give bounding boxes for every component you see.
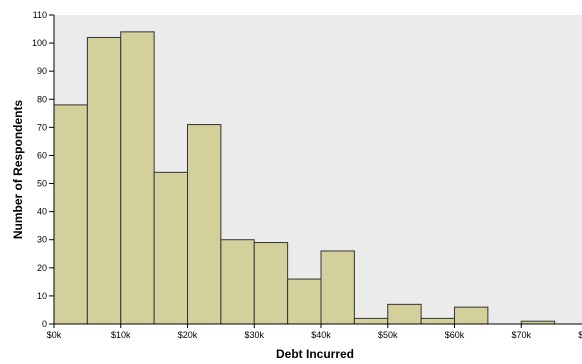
y-tick-label: 110 — [33, 10, 47, 20]
y-tick-label: 70 — [37, 122, 47, 132]
histogram-bar — [86, 36, 122, 325]
histogram-bar — [187, 124, 222, 325]
y-tick-label: 60 — [37, 150, 47, 160]
histogram-bar — [220, 239, 255, 325]
x-tick-label: $80k — [578, 330, 582, 340]
x-tick-label: $70k — [511, 330, 531, 340]
y-tick-label: 30 — [37, 235, 47, 245]
x-tick-label: $50k — [378, 330, 398, 340]
histogram-bar — [387, 303, 422, 325]
histogram-bar — [353, 317, 389, 325]
x-axis-title: Debt Incurred — [276, 347, 354, 361]
histogram-bar — [320, 250, 355, 325]
histogram-bar — [53, 104, 88, 325]
histogram-bar — [420, 317, 455, 325]
x-tick-label: $30k — [244, 330, 264, 340]
y-tick-label: 0 — [42, 319, 47, 329]
y-tick-label: 10 — [37, 291, 47, 301]
x-axis: $0k $10k $20k $30k $40k $50k $60k $70k $80k — [47, 323, 582, 340]
histogram-bar — [287, 278, 322, 325]
x-tick-label: $40k — [311, 330, 331, 340]
y-axis-title: Number of Respondents — [11, 100, 25, 240]
y-axis: 0 10 20 30 40 50 60 70 80 90 100 110 — [32, 10, 55, 329]
y-tick-label: 50 — [37, 179, 47, 189]
x-tick-label: $60k — [445, 330, 465, 340]
x-tick-label: $0k — [47, 330, 62, 340]
histogram-bar — [253, 242, 289, 325]
y-tick-label: 90 — [37, 66, 47, 76]
y-tick-label: 100 — [32, 38, 47, 48]
bars-group — [53, 31, 556, 325]
y-tick-label: 80 — [37, 94, 47, 104]
y-tick-label: 40 — [37, 207, 47, 217]
histogram-bar — [454, 306, 489, 325]
histogram-bar — [153, 171, 188, 325]
histogram-bar — [120, 31, 155, 325]
y-tick-label: 20 — [37, 263, 47, 273]
x-tick-label: $10k — [111, 330, 131, 340]
x-tick-label: $20k — [178, 330, 198, 340]
